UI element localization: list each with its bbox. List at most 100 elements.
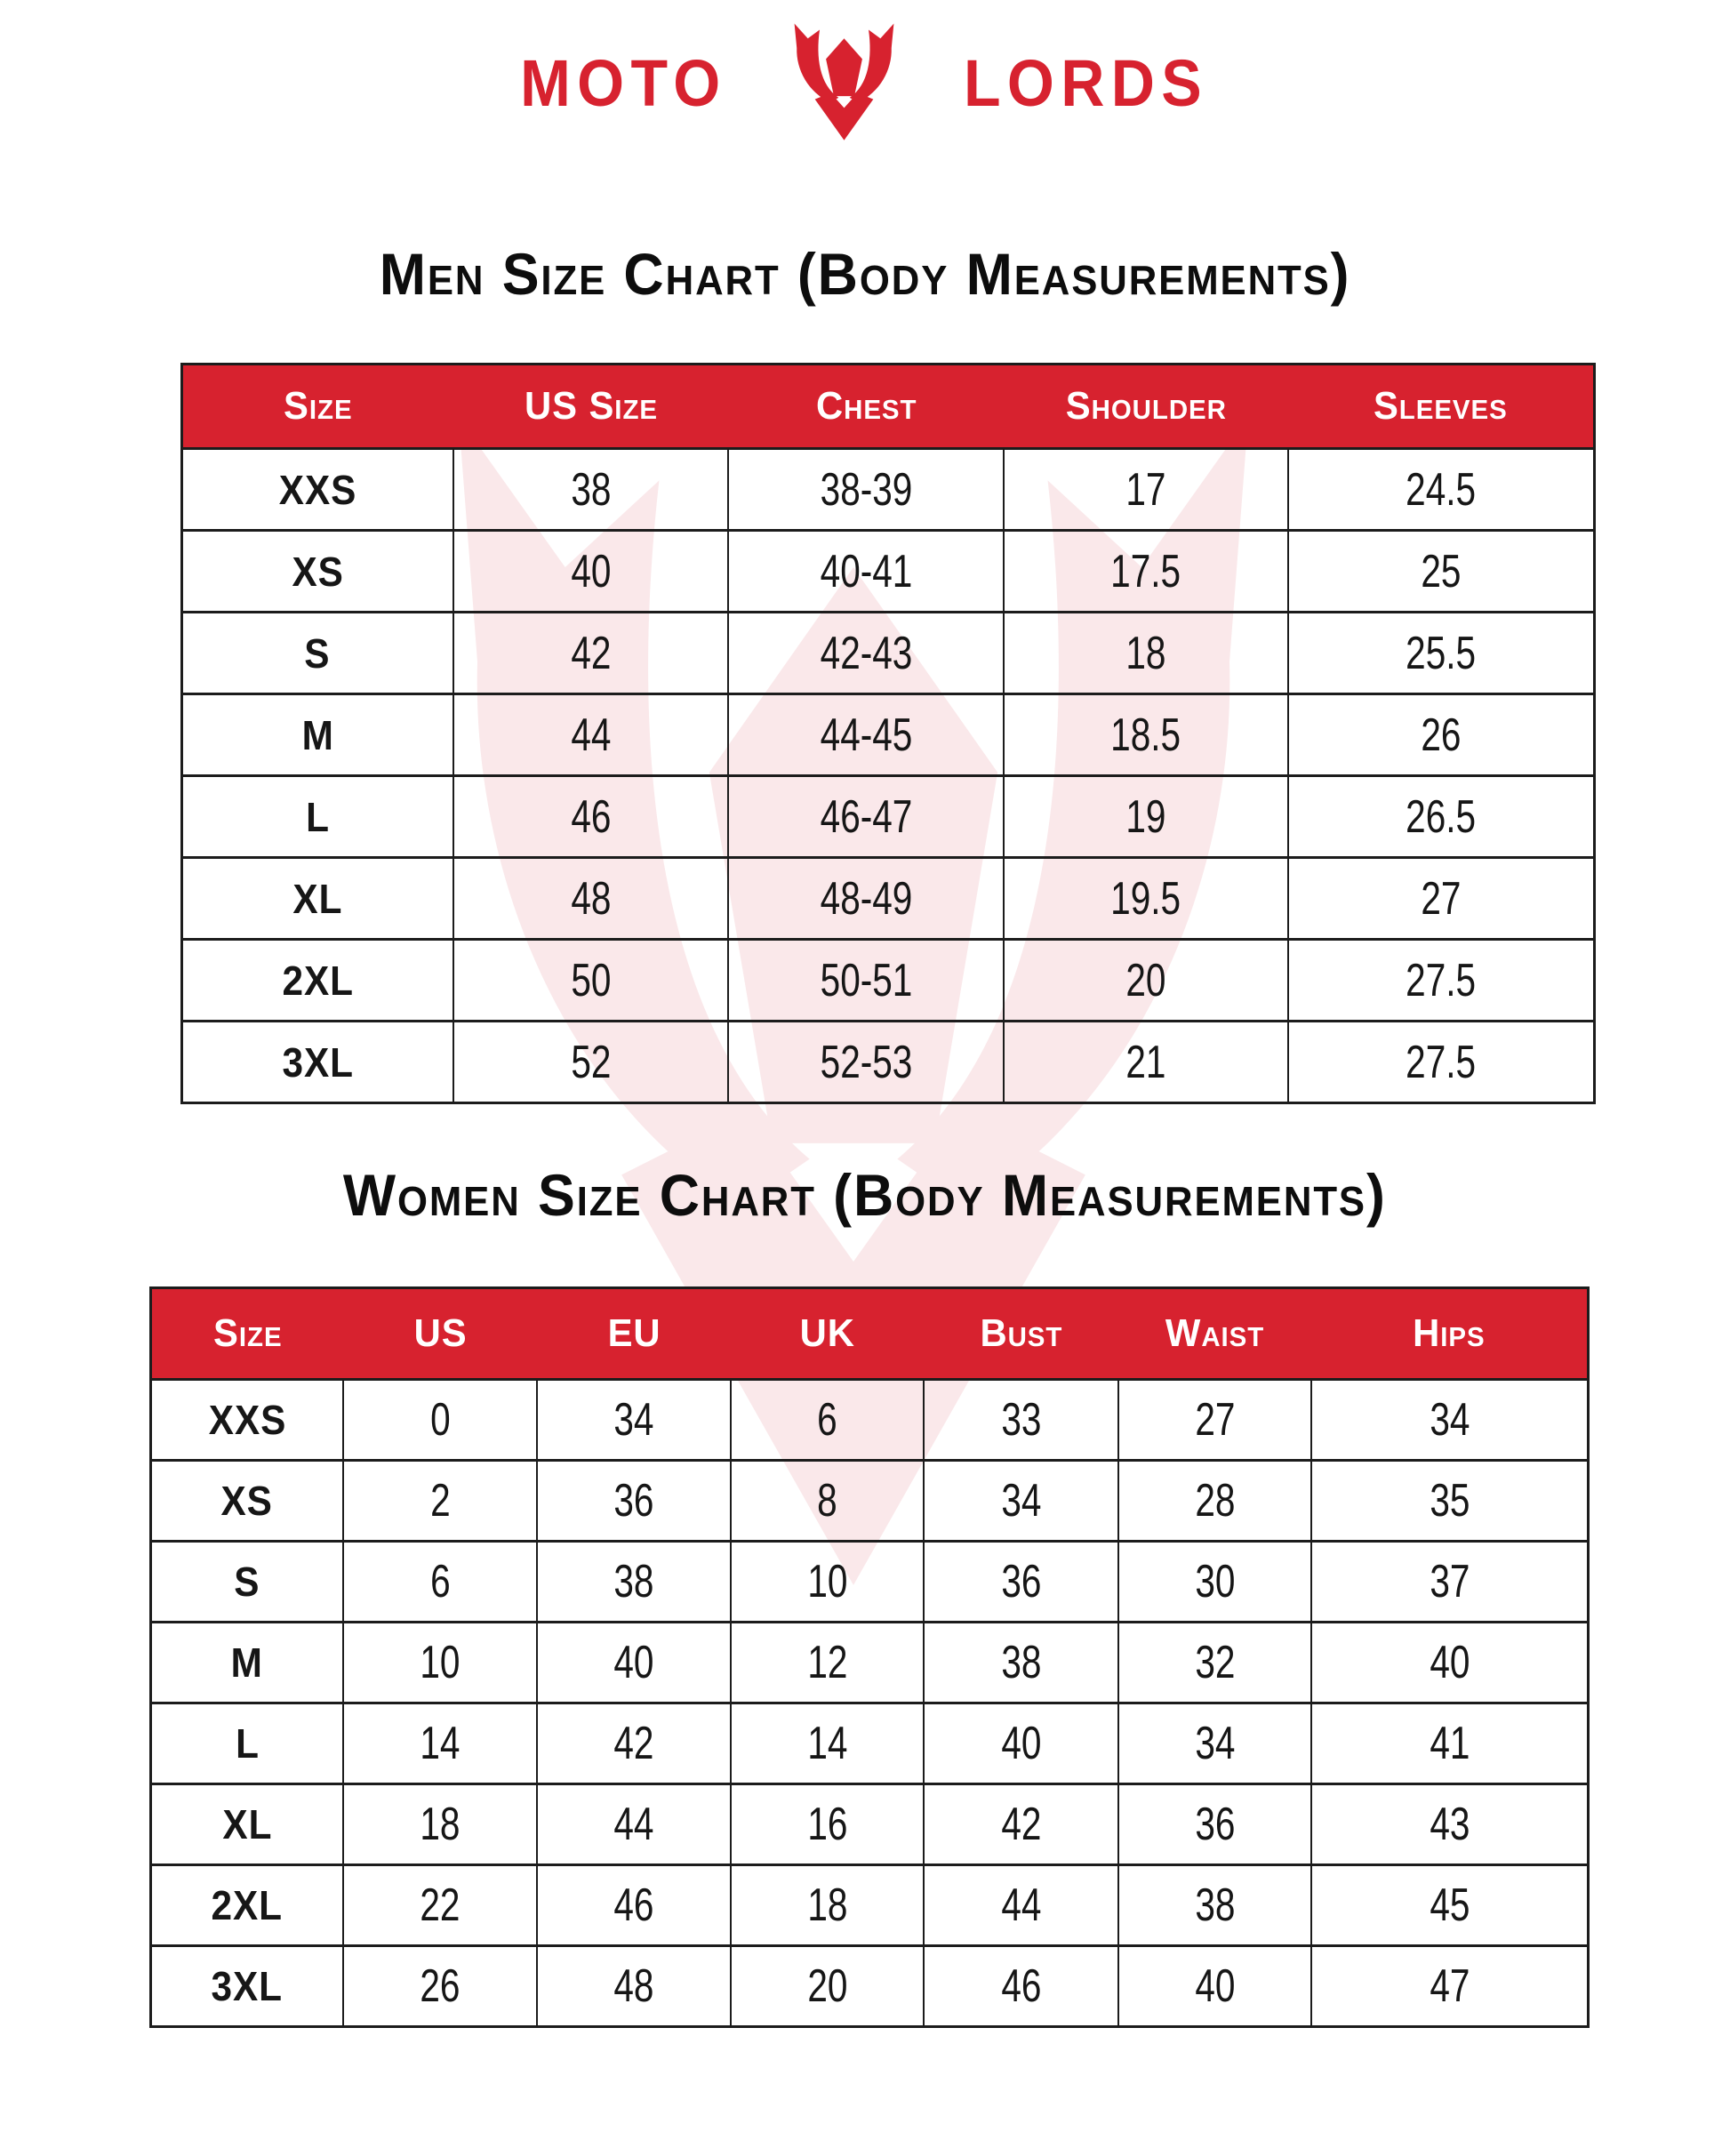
table-row: 3XL 52 52-53 21 27.5 — [180, 1020, 1596, 1104]
cell-value: 38 — [1194, 1879, 1235, 1931]
cell-value: 37 — [1430, 1556, 1470, 1607]
cell-value: 40 — [570, 545, 612, 597]
cell-value: M — [301, 711, 334, 758]
table-row: 2XL 22 46 18 44 38 45 — [149, 1863, 1590, 1947]
cell-value: 14 — [807, 1718, 848, 1769]
header-row: Size US Size Chest Shoulder Sleeves — [181, 364, 1595, 450]
cell-value: XXS — [278, 466, 357, 513]
cell-value: 20 — [807, 1960, 848, 2012]
measurement-cell: 36 — [923, 1540, 1119, 1623]
measurement-cell: 27.5 — [1286, 938, 1596, 1022]
measurement-cell: 12 — [729, 1621, 925, 1704]
cell-value: 35 — [1430, 1475, 1470, 1527]
cell-value: 42-43 — [820, 627, 913, 679]
measurement-cell: 42-43 — [727, 611, 1005, 695]
measurement-cell: 42 — [536, 1702, 732, 1785]
brand-logo: MOTO LORDS — [0, 20, 1730, 146]
measurement-cell: 36 — [536, 1459, 732, 1543]
cell-value: 28 — [1194, 1475, 1235, 1527]
measurement-cell: 50-51 — [727, 938, 1005, 1022]
column-header: Waist — [1117, 1287, 1312, 1381]
size-label-cell: L — [149, 1702, 345, 1785]
cell-value: 40 — [613, 1637, 654, 1688]
measurement-cell: 48 — [536, 1944, 732, 2028]
size-label-cell: 2XL — [149, 1863, 345, 1947]
cell-value: XS — [220, 1478, 274, 1524]
measurement-cell: 17.5 — [1003, 529, 1289, 613]
size-label-cell: XS — [149, 1459, 345, 1543]
column-header-label: Size — [212, 1311, 283, 1355]
measurement-cell: 44 — [923, 1863, 1119, 1947]
cell-value: L — [305, 793, 330, 840]
measurement-cell: 26.5 — [1286, 774, 1596, 859]
measurement-cell: 48 — [452, 856, 730, 941]
women-table-header: Size US EU UK Bust Waist Hips — [150, 1287, 1589, 1381]
cell-value: 27.5 — [1406, 954, 1477, 1006]
measurement-cell: 17 — [1003, 447, 1289, 532]
column-header-label: UK — [799, 1311, 855, 1355]
cell-value: 26 — [420, 1960, 461, 2012]
cell-value: 46 — [613, 1879, 654, 1931]
cell-value: 19.5 — [1110, 872, 1181, 925]
size-label-cell: XL — [180, 856, 454, 941]
measurement-cell: 10 — [729, 1540, 925, 1623]
measurement-cell: 20 — [1003, 938, 1289, 1022]
measurement-cell: 34 — [1310, 1378, 1590, 1462]
measurement-cell: 40 — [1310, 1621, 1590, 1704]
column-header-label: Chest — [815, 384, 917, 428]
measurement-cell: 34 — [923, 1459, 1119, 1543]
measurement-cell: 50 — [452, 938, 730, 1022]
cell-value: 6 — [430, 1556, 451, 1607]
cell-value: 19 — [1125, 790, 1166, 843]
size-label-cell: L — [180, 774, 454, 859]
cell-value: XS — [292, 548, 344, 595]
table-row: XS 40 40-41 17.5 25 — [180, 529, 1596, 613]
measurement-cell: 46 — [923, 1944, 1119, 2028]
measurement-cell: 37 — [1310, 1540, 1590, 1623]
table-row: L 46 46-47 19 26.5 — [180, 774, 1596, 859]
cell-value: 18 — [420, 1799, 461, 1850]
cell-value: 18 — [807, 1879, 848, 1931]
column-header-label: Size — [284, 384, 353, 428]
cell-value: XL — [292, 875, 343, 922]
cell-value: 3XL — [282, 1038, 354, 1086]
column-header: US Size — [453, 364, 729, 450]
cell-value: 27 — [1421, 872, 1462, 925]
cell-value: 10 — [807, 1556, 848, 1607]
cell-value: 34 — [1001, 1475, 1042, 1527]
measurement-cell: 36 — [1117, 1783, 1313, 1866]
measurement-cell: 24.5 — [1286, 447, 1596, 532]
measurement-cell: 44 — [452, 693, 730, 777]
measurement-cell: 27 — [1117, 1378, 1313, 1462]
measurement-cell: 18 — [729, 1863, 925, 1947]
column-header: Size — [181, 364, 453, 450]
cell-value: 36 — [613, 1475, 654, 1527]
measurement-cell: 38 — [452, 447, 730, 532]
measurement-cell: 18.5 — [1003, 693, 1289, 777]
measurement-cell: 42 — [452, 611, 730, 695]
measurement-cell: 26 — [1286, 693, 1596, 777]
cell-value: 38-39 — [820, 463, 913, 516]
cell-value: 38 — [1001, 1637, 1042, 1688]
measurement-cell: 41 — [1310, 1702, 1590, 1785]
cell-value: 43 — [1430, 1799, 1470, 1850]
measurement-cell: 32 — [1117, 1621, 1313, 1704]
measurement-cell: 38 — [536, 1540, 732, 1623]
cell-value: 26.5 — [1406, 790, 1477, 843]
column-header-label: Waist — [1165, 1311, 1265, 1355]
column-header: EU — [537, 1287, 731, 1381]
measurement-cell: 48-49 — [727, 856, 1005, 941]
cell-value: 33 — [1001, 1394, 1042, 1446]
cell-value: 40 — [1194, 1960, 1235, 2012]
column-header: Size — [150, 1287, 344, 1381]
size-label-cell: 2XL — [180, 938, 454, 1022]
cell-value: 8 — [817, 1475, 837, 1527]
size-label-cell: XS — [180, 529, 454, 613]
column-header-label: Sleeves — [1373, 384, 1508, 428]
cell-value: 47 — [1430, 1960, 1470, 2012]
cell-value: 50 — [570, 954, 612, 1006]
cell-value: 26 — [1421, 709, 1462, 761]
men-table-body: XXS 38 38-39 17 24.5 XS 40 40-41 17.5 25 S 42 42-43 1… — [180, 447, 1596, 1104]
table-row: XS 2 36 8 34 28 35 — [149, 1459, 1590, 1543]
cell-value: 2 — [430, 1475, 451, 1527]
